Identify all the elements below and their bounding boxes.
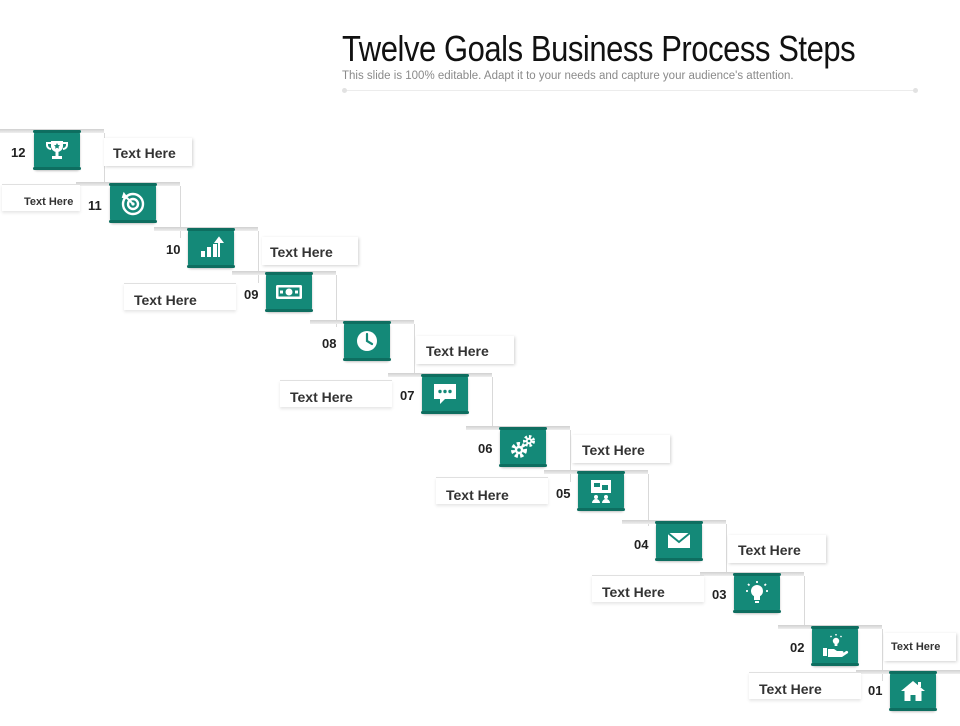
label-panel xyxy=(728,535,826,563)
step-icon-box xyxy=(499,427,547,467)
label-panel xyxy=(262,237,358,265)
step-label[interactable]: Text Here xyxy=(290,389,353,405)
label-panel xyxy=(592,575,704,602)
label-panel xyxy=(104,138,192,166)
growth-chart-icon xyxy=(198,235,224,261)
stair-riser xyxy=(648,474,649,526)
slide-subtitle: This slide is 100% editable. Adapt it to… xyxy=(342,70,794,82)
slide-title: Twelve Goals Business Process Steps xyxy=(342,28,856,69)
step-number: 02 xyxy=(790,640,805,655)
home-icon xyxy=(899,678,927,704)
trophy-icon xyxy=(44,137,70,163)
step-number: 10 xyxy=(166,242,181,257)
step-label[interactable]: Text Here xyxy=(759,681,822,697)
clock-icon xyxy=(354,328,380,354)
step-label[interactable]: Text Here xyxy=(891,641,941,653)
step-number: 12 xyxy=(11,145,26,160)
chat-icon xyxy=(431,381,459,407)
stair-riser xyxy=(258,231,259,283)
gears-icon xyxy=(508,433,538,461)
step-icon-box xyxy=(187,228,235,268)
label-panel xyxy=(436,477,548,504)
step-label[interactable]: Text Here xyxy=(446,487,509,503)
step-number: 06 xyxy=(478,441,493,456)
title-divider xyxy=(342,88,918,93)
step-number: 11 xyxy=(88,198,102,213)
step-icon-box xyxy=(889,671,937,711)
label-panel xyxy=(884,633,956,661)
label-panel xyxy=(280,380,392,407)
label-panel xyxy=(2,184,80,211)
step-number: 03 xyxy=(712,587,727,602)
stair-riser xyxy=(570,430,571,482)
money-icon xyxy=(274,281,304,303)
stair-riser xyxy=(180,186,181,238)
step-label[interactable]: Text Here xyxy=(134,292,197,308)
step-icon-box xyxy=(655,521,703,561)
stair-riser xyxy=(414,324,415,376)
hand-idea-icon xyxy=(821,632,849,660)
stair-riser xyxy=(492,377,493,429)
label-panel xyxy=(749,672,861,699)
step-icon-box xyxy=(577,471,625,511)
step-label[interactable]: Text Here xyxy=(738,542,801,558)
step-label[interactable]: Text Here xyxy=(24,196,74,208)
stair-riser xyxy=(882,629,883,681)
lightbulb-icon xyxy=(743,579,771,607)
step-icon-box xyxy=(421,374,469,414)
step-number: 08 xyxy=(322,336,337,351)
stair-riser xyxy=(726,524,727,576)
step-icon-box xyxy=(265,272,313,312)
step-number: 09 xyxy=(244,287,259,302)
step-label[interactable]: Text Here xyxy=(270,244,333,260)
step-label[interactable]: Text Here xyxy=(582,442,645,458)
step-number: 04 xyxy=(634,537,649,552)
step-label[interactable]: Text Here xyxy=(602,584,665,600)
label-panel xyxy=(572,435,670,463)
presentation-icon xyxy=(587,477,615,505)
step-label[interactable]: Text Here xyxy=(113,145,176,161)
step-icon-box xyxy=(109,183,157,223)
step-icon-box xyxy=(811,626,859,666)
target-icon xyxy=(119,189,147,217)
step-number: 01 xyxy=(868,683,883,698)
label-panel xyxy=(124,283,236,310)
step-icon-box xyxy=(33,130,81,170)
step-label[interactable]: Text Here xyxy=(426,343,489,359)
step-number: 07 xyxy=(400,388,415,403)
stair-riser xyxy=(336,275,337,327)
envelope-icon xyxy=(665,530,693,552)
stair-riser xyxy=(804,576,805,628)
step-icon-box xyxy=(343,321,391,361)
step-icon-box xyxy=(733,573,781,613)
step-number: 05 xyxy=(556,486,571,501)
label-panel xyxy=(416,336,514,364)
